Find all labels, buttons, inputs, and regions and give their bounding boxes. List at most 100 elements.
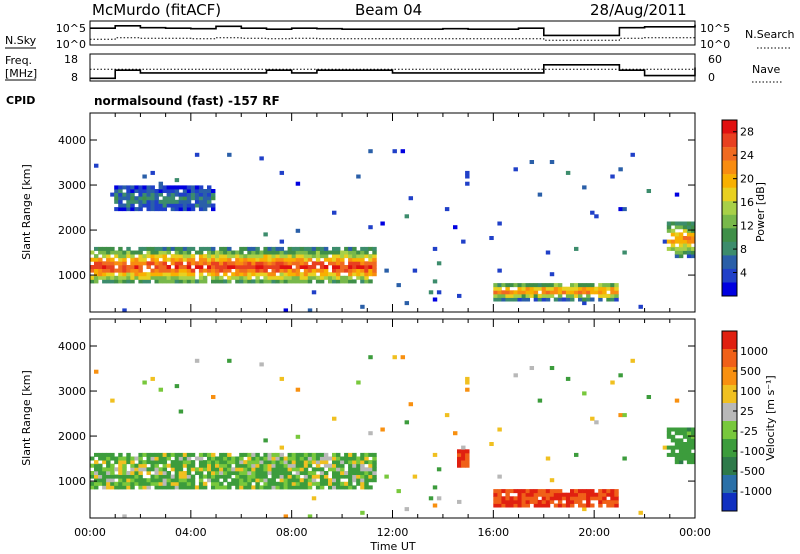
data-cell (303, 481, 309, 486)
data-cell (614, 496, 619, 501)
data-cell (134, 474, 139, 479)
data-cell (501, 297, 506, 302)
data-cell (432, 485, 438, 490)
data-cell (186, 257, 192, 262)
data-cell (513, 499, 518, 504)
data-cell (215, 279, 220, 284)
data-cell (311, 496, 317, 501)
data-cell (239, 275, 244, 280)
station-title: McMurdo (fitACF) (92, 1, 221, 19)
data-cell (154, 189, 159, 194)
data-cell (251, 474, 256, 479)
y-tick-label: 2000 (58, 224, 86, 237)
cpid-label: CPID (6, 94, 35, 107)
data-cell (493, 489, 498, 494)
data-cell (517, 293, 522, 298)
data-cell (545, 456, 551, 461)
data-cell (319, 254, 325, 259)
data-cell (227, 471, 232, 476)
data-cell (223, 268, 228, 273)
data-cell (271, 250, 276, 255)
freq-panel: Freq. [MHz] 18 8 60 0 Nave (5, 53, 782, 84)
data-cell (465, 380, 470, 385)
data-cell (158, 387, 164, 392)
data-cell (243, 268, 248, 273)
data-cell (602, 496, 607, 501)
data-cell (348, 485, 353, 490)
data-cell (360, 279, 365, 284)
data-cell (174, 485, 180, 490)
data-cell (138, 207, 143, 212)
data-cell (239, 485, 244, 490)
data-cell (170, 474, 176, 479)
data-cell (235, 474, 240, 479)
data-cell (243, 257, 248, 262)
data-cell (529, 290, 535, 295)
data-cell (323, 254, 329, 259)
data-cell (219, 474, 224, 479)
data-cell (198, 192, 204, 197)
data-cell (267, 265, 272, 270)
data-cell (182, 478, 188, 483)
data-cell (170, 275, 176, 280)
data-cell (283, 254, 289, 259)
data-cell (360, 471, 365, 476)
data-cell (102, 261, 107, 266)
data-cell (267, 467, 272, 472)
x-tick-label: 08:00 (276, 526, 308, 539)
data-cell (174, 246, 180, 251)
data-cell (178, 463, 184, 468)
data-cell (691, 442, 696, 447)
data-cell (505, 503, 510, 508)
data-cell (315, 452, 321, 457)
data-cell (674, 239, 680, 244)
data-cell (138, 254, 143, 259)
data-cell (215, 460, 220, 465)
velocity-cells (90, 355, 696, 519)
data-cell (138, 463, 143, 468)
data-cell (251, 250, 256, 255)
data-cell (134, 481, 139, 486)
data-cell (182, 199, 188, 204)
data-cell (202, 199, 208, 204)
data-cell (323, 481, 329, 486)
data-cell (356, 474, 361, 479)
n-sky-line (90, 24, 696, 37)
data-cell (259, 460, 264, 465)
data-cell (122, 485, 127, 490)
data-cell (574, 499, 579, 504)
data-cell (557, 286, 563, 291)
data-cell (194, 265, 200, 270)
data-cell (408, 196, 414, 201)
data-cell (291, 250, 297, 255)
data-cell (134, 196, 139, 201)
data-cell (154, 192, 159, 197)
data-cell (235, 268, 240, 273)
colorbar-swatch (722, 133, 737, 148)
data-cell (118, 268, 123, 273)
data-cell (666, 239, 672, 244)
data-cell (178, 409, 184, 414)
data-cell (190, 478, 196, 483)
data-cell (146, 199, 151, 204)
data-cell (255, 474, 260, 479)
data-cell (174, 467, 180, 472)
data-cell (235, 254, 240, 259)
data-cell (182, 471, 188, 476)
data-cell (126, 189, 131, 194)
data-cell (198, 268, 204, 273)
data-cell (219, 452, 224, 457)
data-cell (549, 293, 555, 298)
data-cell (574, 496, 579, 501)
data-cell (178, 199, 184, 204)
data-cell (102, 460, 107, 465)
data-cell (247, 268, 252, 273)
data-cell (323, 463, 329, 468)
data-cell (541, 286, 547, 291)
data-cell (323, 460, 329, 465)
data-cell (315, 254, 321, 259)
data-cell (134, 261, 139, 266)
data-cell (493, 286, 498, 291)
data-cell (501, 499, 506, 504)
data-cell (432, 297, 438, 302)
